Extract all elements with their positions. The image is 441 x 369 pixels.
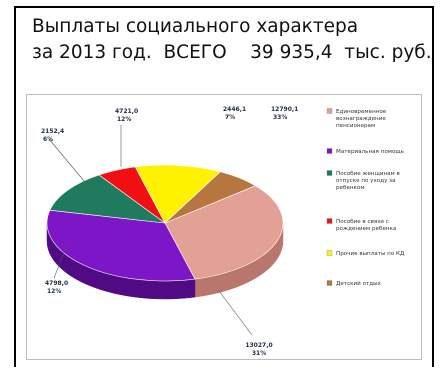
pie-slice-5[interactable]: [164, 171, 257, 224]
data-label-value-2: 4798,0: [45, 280, 68, 287]
legend-swatch-2: [326, 170, 333, 176]
data-label-value-5: 2446,1: [223, 106, 246, 113]
data-label-value-0: 12790,1: [271, 106, 298, 113]
chart-title-line1: Выплаты социального характера: [32, 16, 359, 37]
legend-label-0-2: пенсионерам: [336, 123, 375, 129]
pie-slice-4[interactable]: [134, 164, 221, 224]
data-label-value-1: 13027,0: [245, 342, 272, 349]
chart-area: 12790,1 33% 13027,0 31% 4798,0 12% 2152,4 6% 472…: [26, 94, 422, 360]
leader-line-2: [53, 244, 68, 279]
legend-label-0-0: Единовременное: [336, 109, 387, 115]
data-label-pct-2: 12%: [47, 288, 61, 295]
data-label-pct-1: 31%: [252, 350, 266, 357]
pie-slice-1[interactable]: [46, 209, 196, 282]
chart-title: Выплаты социального характера за 2013 го…: [32, 14, 432, 66]
legend-label-4-0: Прочие выплаты по КД: [336, 251, 405, 257]
legend-label-0-1: вознаграждение: [336, 116, 386, 122]
leader-line-3: [48, 138, 90, 188]
pie-slices: [46, 164, 284, 282]
legend-swatch-3: [326, 218, 333, 224]
legend-label-1-0: Материальная помощь: [336, 149, 404, 155]
data-label-value-4: 4721,0: [115, 108, 138, 115]
legend-label-3-1: рождением ребенка: [336, 226, 396, 232]
chart-title-line2: за 2013 год. ВСЕГО 39 935,4 тыс. руб.: [32, 42, 432, 63]
legend-label-3-0: Пособие в связи с: [336, 219, 389, 225]
leader-line-1: [218, 290, 253, 336]
data-labels: 12790,133%13027,031%4798,012%2152,46%472…: [41, 106, 298, 357]
legend-label-5-0: Детский отдых: [336, 280, 382, 287]
legend-swatch-0: [326, 108, 333, 114]
legend-label-2-2: ребенком: [336, 185, 365, 191]
legend-swatch-4: [326, 250, 333, 256]
data-label-pct-3: 6%: [43, 136, 53, 143]
legend-label-2-0: Пособие женщинам в: [336, 171, 400, 177]
pie-slice-0[interactable]: [164, 185, 284, 280]
legend-swatch-5: [326, 280, 333, 286]
data-label-pct-5: 7%: [225, 114, 235, 121]
data-label-pct-0: 33%: [273, 114, 287, 121]
pie-slice-2[interactable]: [49, 174, 167, 224]
pie-chart: 12790,133%13027,031%4798,012%2152,46%472…: [41, 106, 405, 357]
legend-swatch-1: [326, 148, 333, 154]
data-label-pct-4: 12%: [117, 116, 131, 123]
legend-label-2-1: отпуске по уходу за: [336, 178, 396, 184]
data-label-value-3: 2152,4: [41, 128, 64, 135]
